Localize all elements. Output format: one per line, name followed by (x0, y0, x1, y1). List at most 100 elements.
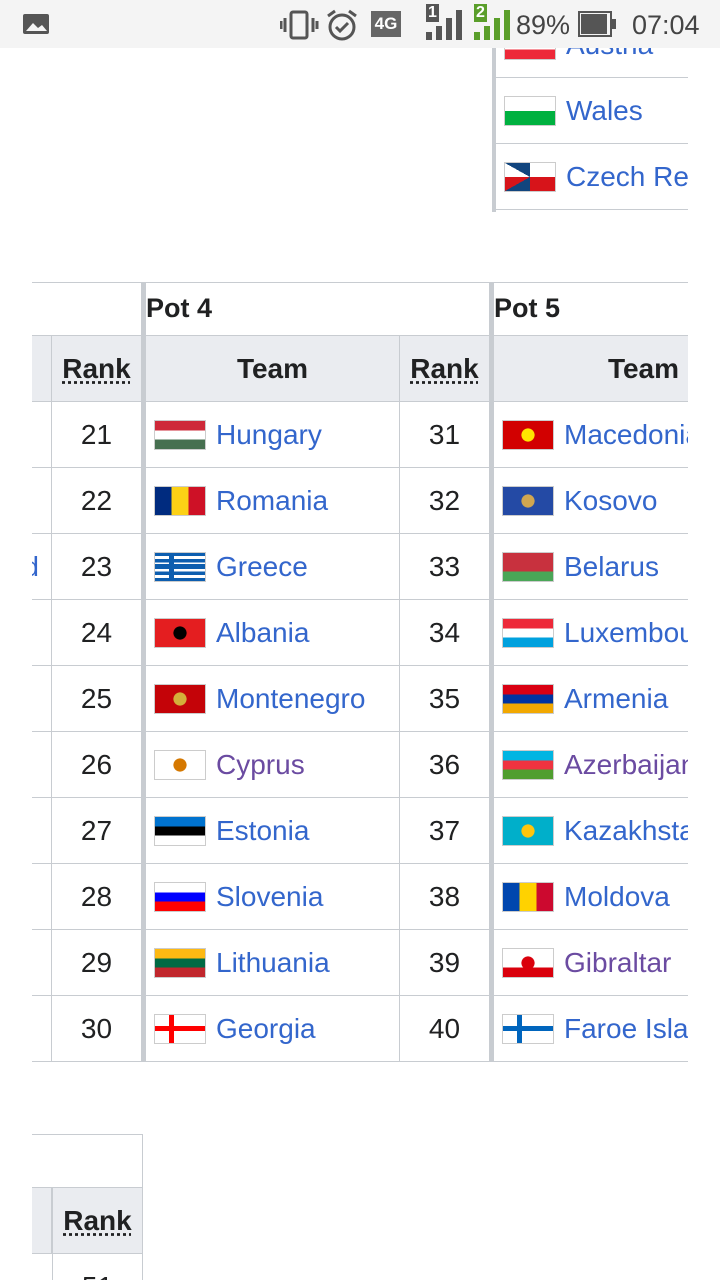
flag (154, 419, 206, 450)
team-link[interactable]: Czech Republic (566, 160, 688, 192)
team-cell: Romania (146, 468, 400, 534)
column-title: Rank (63, 1204, 132, 1236)
pot-header: Pot 4 (146, 282, 490, 336)
flag (154, 815, 206, 846)
rank: 32 (428, 484, 461, 516)
rank: 21 (80, 418, 113, 450)
team-link[interactable]: Estonia (216, 814, 310, 846)
team-cell: Kazakhstan (494, 798, 688, 864)
signal-icon (426, 10, 462, 40)
row-fragment (32, 468, 52, 534)
team-cell: Moldova (494, 864, 688, 930)
team-cell: Gibraltar (494, 930, 688, 996)
rank-cell: 38 (400, 864, 490, 930)
flag (154, 683, 206, 714)
rank: 24 (80, 616, 113, 648)
rank: 25 (80, 682, 113, 714)
rank-cell: 33 (400, 534, 490, 600)
column-title: Team (607, 352, 680, 384)
team-cell: Georgia (146, 996, 400, 1062)
signal-icon (474, 10, 510, 40)
rank: 31 (428, 418, 461, 450)
team-cell: Austria (496, 48, 688, 78)
team-cell: Czech Republic (496, 144, 688, 210)
rank: 37 (428, 814, 461, 846)
team-link[interactable]: Greece (216, 550, 308, 582)
team-cell: Armenia (494, 666, 688, 732)
sim-slot: 1 (426, 4, 439, 22)
battery-icon (578, 11, 616, 37)
team-cell: Kosovo (494, 468, 688, 534)
network-type: 4G (371, 11, 401, 37)
flag (502, 815, 554, 846)
team-cell: Estonia (146, 798, 400, 864)
column-title: Rank (410, 352, 479, 384)
team-link[interactable]: Faroe Islands (564, 1012, 688, 1044)
rank: 39 (428, 946, 461, 978)
team-link[interactable]: Gibraltar (564, 946, 672, 978)
team-cell: Azerbaijan (494, 732, 688, 798)
team-link[interactable]: Kazakhstan (564, 814, 688, 846)
flag (504, 161, 556, 192)
row-fragment (32, 666, 52, 732)
flag (504, 48, 556, 60)
team-cell: Montenegro (146, 666, 400, 732)
rank: 34 (428, 616, 461, 648)
rank: 33 (428, 550, 461, 582)
rank-cell: 28 (52, 864, 142, 930)
column-header: Team (146, 336, 400, 402)
team-link[interactable]: Montenegro (216, 682, 366, 714)
rank: 38 (428, 880, 461, 912)
clock: 07:04 (632, 10, 700, 40)
team-link[interactable]: Wales (566, 94, 643, 126)
flag (154, 485, 206, 516)
flag (154, 947, 206, 978)
rank: 36 (428, 748, 461, 780)
team-cell: Luxembourg (494, 600, 688, 666)
column-header: Team (494, 336, 688, 402)
team-link[interactable]: Romania (216, 484, 329, 516)
team-link[interactable]: Macedonia (564, 418, 688, 450)
flag (154, 881, 206, 912)
team-link[interactable]: Austria (566, 48, 653, 61)
team-cell: Wales (496, 78, 688, 144)
table-border (32, 282, 688, 283)
flag (154, 749, 206, 780)
team-link[interactable]: Armenia (564, 682, 669, 714)
team-link[interactable]: Albania (216, 616, 310, 648)
rank-cell: 37 (400, 798, 490, 864)
team-link[interactable]: Hungary (216, 418, 322, 450)
rank-cell: 40 (400, 996, 490, 1062)
team-link[interactable]: Luxembourg (564, 616, 688, 648)
team-link[interactable]: Belarus (564, 550, 659, 582)
column-header (32, 336, 52, 402)
pot-header (32, 282, 142, 336)
rank-cell: 34 (400, 600, 490, 666)
team-link[interactable]: Kosovo (564, 484, 658, 516)
team-link[interactable]: Cyprus (216, 748, 305, 780)
rank-cell: 25 (52, 666, 142, 732)
row-fragment (32, 798, 52, 864)
team-cell: Greece (146, 534, 400, 600)
pot-title: Pot 5 (494, 293, 561, 323)
flag (502, 551, 554, 582)
pot-divider (142, 282, 146, 1062)
rank: 26 (80, 748, 113, 780)
clipped-text: d (32, 551, 39, 583)
flag (502, 617, 554, 648)
rank: 28 (80, 880, 113, 912)
pot-header (32, 1134, 143, 1188)
team-cell: Faroe Islands (494, 996, 688, 1062)
team-link[interactable]: Slovenia (216, 880, 324, 912)
flag (502, 1013, 554, 1044)
rank-cell: 24 (52, 600, 142, 666)
team-link[interactable]: Moldova (564, 880, 670, 912)
rank-cell: 31 (400, 402, 490, 468)
team-link[interactable]: Georgia (216, 1012, 316, 1044)
flag (504, 95, 556, 126)
team-link[interactable]: Azerbaijan (564, 748, 688, 780)
team-link[interactable]: Lithuania (216, 946, 330, 978)
flag (154, 1013, 206, 1044)
rank: 27 (80, 814, 113, 846)
pot-header: Pot 5 (494, 282, 688, 336)
